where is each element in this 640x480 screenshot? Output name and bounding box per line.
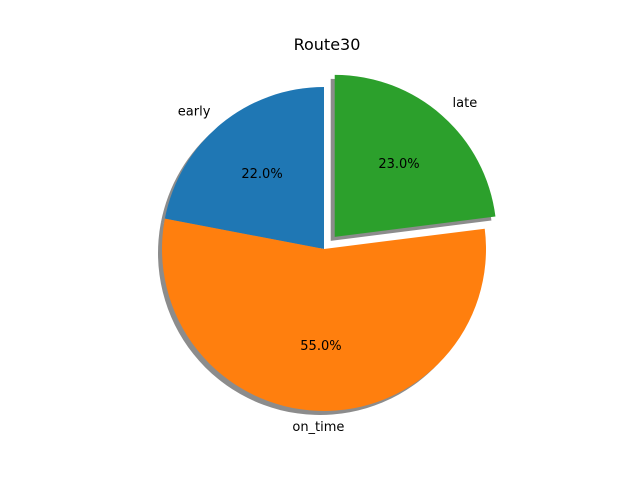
slice-layer	[161, 74, 496, 411]
pie-slice-late	[334, 74, 496, 237]
chart-title: Route30	[294, 35, 361, 54]
percent-label-late: 23.0%	[378, 157, 419, 172]
category-label-late: late	[453, 96, 478, 111]
label-layer: 22.0% early 55.0% on_time 23.0% late	[178, 96, 477, 435]
percent-label-early: 22.0%	[241, 167, 282, 182]
pie-slice-early	[164, 87, 324, 249]
category-label-on_time: on_time	[292, 420, 344, 435]
category-label-early: early	[178, 105, 211, 120]
percent-label-on_time: 55.0%	[300, 339, 341, 354]
pie-slice-on_time	[161, 218, 486, 411]
